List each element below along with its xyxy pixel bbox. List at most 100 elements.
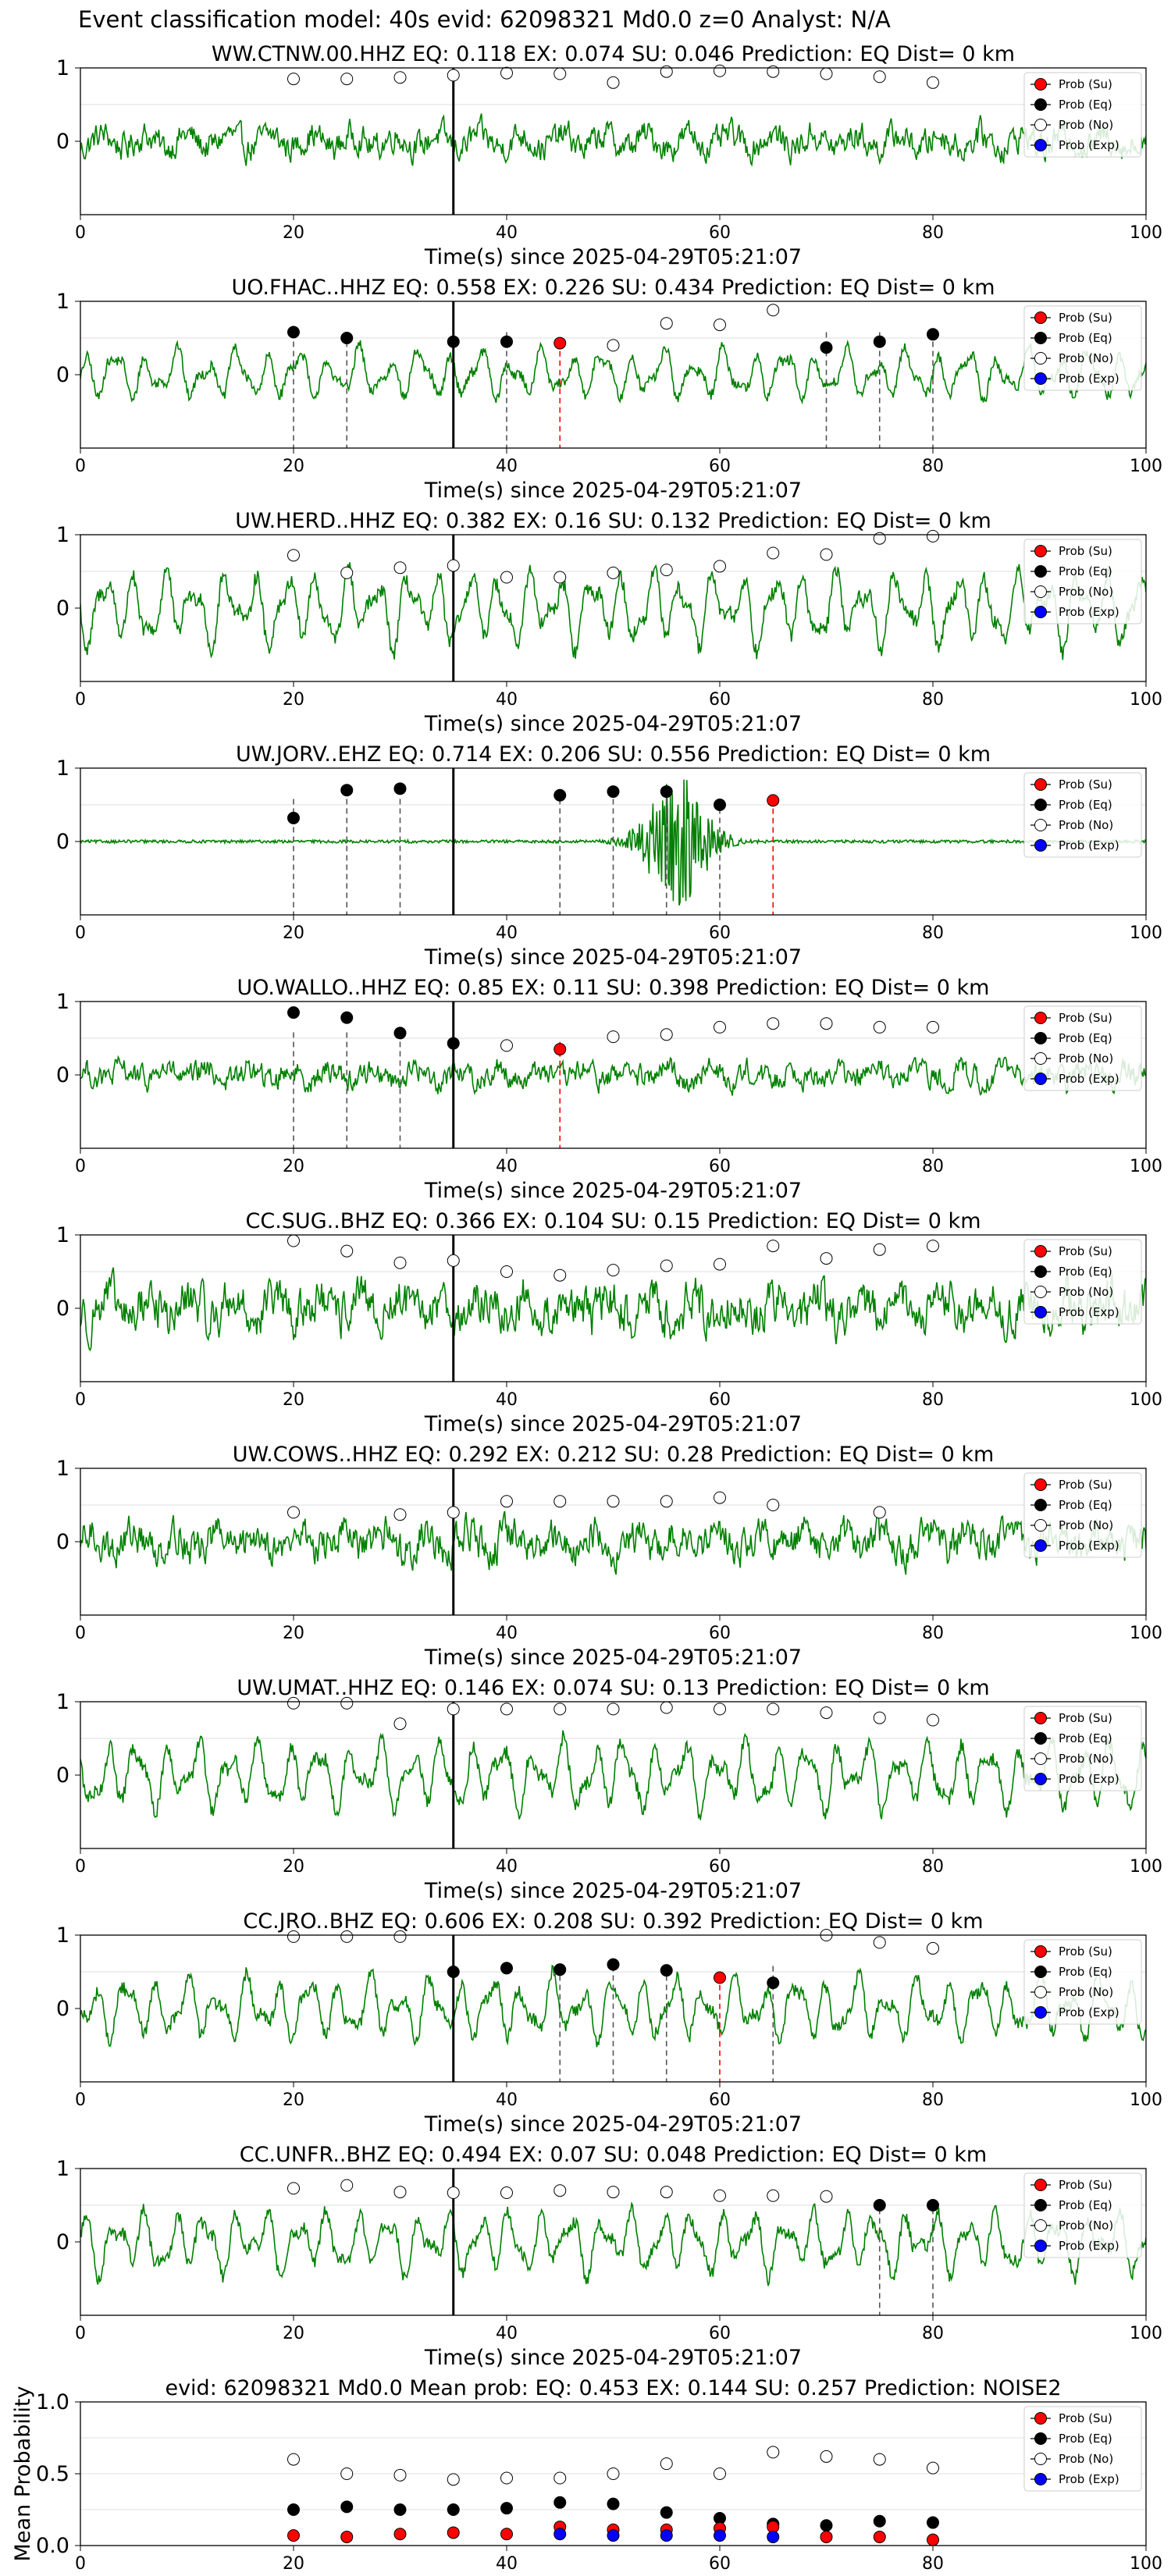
legend-marker [1034, 1499, 1047, 1511]
prob-no-point [287, 1696, 300, 1710]
prob-no-point [660, 1259, 673, 1272]
waveform-panel: UO.WALLO..HHZ EQ: 0.85 EX: 0.11 SU: 0.39… [56, 976, 1162, 1203]
legend-label: Prob (Su) [1059, 1711, 1112, 1725]
x-tick-label: 100 [1130, 1390, 1162, 1410]
panel-title: CC.SUG..BHZ EQ: 0.366 EX: 0.104 SU: 0.15… [246, 1209, 981, 1233]
legend-marker [1034, 799, 1047, 811]
x-tick-label: 40 [496, 923, 518, 943]
prob-no-point [393, 1508, 407, 1521]
prob-no-point [820, 2190, 833, 2203]
x-tick-label: 100 [1130, 923, 1162, 943]
panel-title: UW.JORV..EHZ EQ: 0.714 EX: 0.206 SU: 0.5… [236, 742, 991, 767]
legend-marker [1034, 352, 1047, 365]
x-tick-label: 100 [1130, 690, 1162, 710]
prob-no-point [447, 2186, 460, 2200]
prob-su-point [393, 2528, 407, 2541]
legend-marker [1034, 2412, 1047, 2425]
prob-eq-point [393, 2503, 407, 2516]
x-axis-label: Time(s) since 2025-04-29T05:21:07 [424, 1179, 802, 1203]
prob-su-point [447, 2526, 460, 2539]
prob-no-point [607, 1264, 620, 1277]
legend-label: Prob (No) [1059, 1518, 1113, 1532]
legend-box [1023, 539, 1142, 624]
legend-label: Prob (Su) [1059, 1944, 1112, 1959]
prob-no-point [500, 1265, 513, 1278]
y-tick-label: 1 [56, 290, 69, 314]
prob-no-point [447, 69, 460, 82]
legend-label: Prob (Su) [1059, 2178, 1112, 2192]
x-tick-label: 60 [709, 457, 731, 476]
y-tick-label: 1 [56, 756, 69, 781]
prob-su-point [340, 2530, 354, 2543]
prob-no-point [873, 2453, 886, 2466]
prob-eq-point [607, 2497, 620, 2510]
legend-label: Prob (Su) [1059, 77, 1112, 91]
prob-no-point [500, 571, 513, 584]
prob-no-point [714, 318, 726, 332]
prob-eq-point [927, 328, 939, 341]
prob-eq-point [820, 341, 833, 354]
prob-no-point [553, 571, 567, 584]
x-tick-label: 20 [283, 923, 304, 943]
legend-marker [1034, 2473, 1047, 2485]
legend-marker [1034, 545, 1047, 557]
prob-exp-point [607, 2529, 620, 2542]
prob-no-point [340, 1696, 354, 1710]
legend-marker [1034, 1966, 1047, 1978]
axes-frame [80, 1701, 1147, 1849]
legend-marker [1034, 1732, 1047, 1745]
legend-label: Prob (Exp) [1059, 1772, 1119, 1786]
legend-label: Prob (Eq) [1059, 1031, 1112, 1045]
y-tick-label: 1 [56, 1690, 69, 1714]
prob-no-point [607, 1703, 620, 1716]
x-tick-label: 100 [1130, 2324, 1162, 2343]
prob-no-point [393, 1256, 407, 1269]
x-tick-label: 60 [709, 1624, 731, 1643]
prob-no-point [500, 2471, 513, 2485]
x-tick-label: 20 [283, 690, 304, 710]
legend-marker [1034, 2240, 1047, 2252]
prob-su-point [553, 1043, 567, 1056]
legend-label: Prob (No) [1059, 1051, 1113, 1066]
x-tick-label: 80 [922, 2324, 944, 2343]
legend-marker [1034, 78, 1047, 91]
x-axis-label: Time(s) since 2025-04-29T05:21:07 [424, 2346, 802, 2370]
prob-no-point [553, 1268, 567, 1282]
prob-no-point [340, 73, 354, 86]
legend-marker [1034, 1986, 1047, 1998]
legend-label: Prob (Eq) [1059, 1498, 1112, 1512]
legend-label: Prob (No) [1059, 818, 1113, 832]
y-tick-label: 0 [56, 363, 69, 387]
x-tick-label: 60 [709, 1157, 731, 1176]
legend-marker [1034, 1012, 1047, 1024]
prob-no-point [553, 67, 567, 80]
prob-no-point [553, 2471, 567, 2485]
legend-box [1023, 2172, 1142, 2258]
prob-no-point [607, 76, 620, 89]
prob-eq-point [660, 1964, 673, 1977]
prob-no-point [287, 1506, 300, 1519]
panel-title: UW.UMAT..HHZ EQ: 0.146 EX: 0.074 SU: 0.1… [237, 1676, 989, 1700]
legend-marker [1034, 1945, 1047, 1958]
waveform-panel: UW.UMAT..HHZ EQ: 0.146 EX: 0.074 SU: 0.1… [56, 1676, 1162, 1903]
prob-no-point [340, 2467, 354, 2480]
y-tick-label: 1 [56, 1223, 69, 1247]
y-axis-label: Mean Probability [11, 2386, 35, 2562]
legend-label: Prob (No) [1059, 2218, 1113, 2233]
x-tick-label: 20 [283, 2090, 304, 2110]
x-tick-label: 0 [75, 923, 86, 943]
prob-no-point [714, 560, 726, 573]
legend-label: Prob (Eq) [1059, 1265, 1112, 1279]
legend-label: Prob (Exp) [1059, 372, 1119, 386]
legend-marker [1034, 1265, 1047, 1278]
seismic-trace [80, 340, 1146, 405]
legend-marker [1034, 1519, 1047, 1532]
prob-eq-point [447, 2503, 460, 2516]
legend-marker [1034, 1032, 1047, 1044]
legend-marker [1034, 1245, 1047, 1258]
panel-title: UW.HERD..HHZ EQ: 0.382 EX: 0.16 SU: 0.13… [235, 509, 991, 533]
prob-eq-point [820, 2519, 833, 2532]
x-tick-label: 0 [75, 1857, 86, 1877]
prob-eq-point [287, 1006, 300, 1019]
y-tick-label: 1.0 [36, 2390, 69, 2414]
